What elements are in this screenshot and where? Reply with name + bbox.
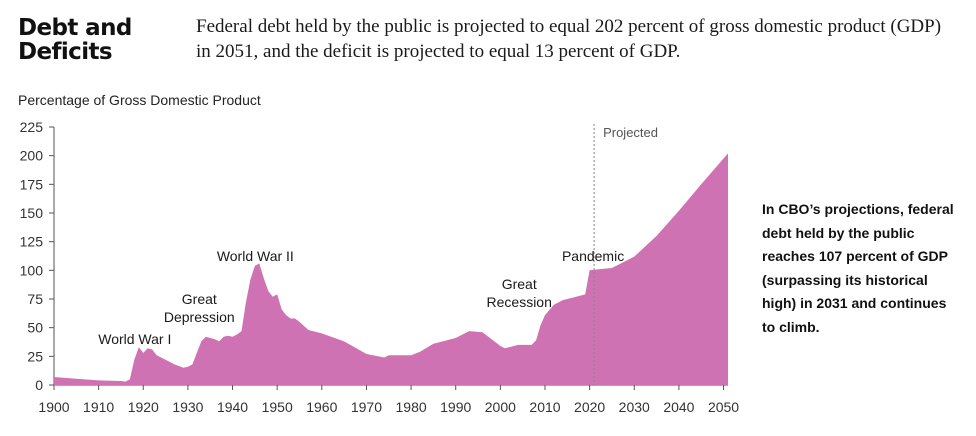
debt-area xyxy=(54,153,728,385)
y-tick-label: 50 xyxy=(27,320,43,336)
x-tick-label: 2050 xyxy=(708,399,739,415)
event-annotations: World War I Great Depression World War II Gr… xyxy=(98,248,624,347)
annotation-label: World War II xyxy=(217,248,294,264)
annotation-label: Great xyxy=(182,291,217,307)
x-tick-label: 1990 xyxy=(440,399,471,415)
x-tick-label: 1900 xyxy=(38,399,69,415)
chart-title: Debt and Deficits xyxy=(18,16,132,64)
x-tick-label: 1910 xyxy=(83,399,114,415)
x-tick-label: 1920 xyxy=(128,399,159,415)
annotation-label: Recession xyxy=(487,294,552,310)
x-tick-label: 2010 xyxy=(529,399,560,415)
y-tick-label: 175 xyxy=(20,176,44,192)
annotation-label: World War I xyxy=(98,331,171,347)
chart-subtitle: Federal debt held by the public is proje… xyxy=(196,16,942,62)
title-line-2: Deficits xyxy=(18,39,113,65)
projection-label: Projected xyxy=(603,125,658,140)
y-tick-label: 150 xyxy=(20,205,44,221)
annotation-label: Pandemic xyxy=(562,248,624,264)
x-tick-label: 2020 xyxy=(574,399,605,415)
x-tick-label: 1940 xyxy=(217,399,248,415)
y-axis-label: Percentage of Gross Domestic Product xyxy=(18,92,261,108)
x-tick-label: 2030 xyxy=(619,399,650,415)
y-tick-label: 0 xyxy=(35,377,43,393)
x-tick-label: 1960 xyxy=(306,399,337,415)
x-tick-label: 2040 xyxy=(663,399,694,415)
annotation-label: Depression xyxy=(164,309,235,325)
y-tick-label: 225 xyxy=(20,119,44,135)
projection-note: In CBO’s projections, federal debt held … xyxy=(762,201,954,335)
x-tick-label: 1980 xyxy=(396,399,427,415)
x-tick-label: 1950 xyxy=(262,399,293,415)
x-tick-label: 1930 xyxy=(172,399,203,415)
x-axis: 1900 1910 1920 1930 1940 1950 1960 1970 1980 1990… xyxy=(38,384,739,415)
y-tick-label: 200 xyxy=(20,148,44,164)
title-line-1: Debt and xyxy=(18,15,132,41)
x-tick-label: 2000 xyxy=(485,399,516,415)
y-tick-label: 75 xyxy=(27,291,43,307)
y-tick-label: 125 xyxy=(20,234,44,250)
x-tick-label: 1970 xyxy=(351,399,382,415)
y-tick-label: 25 xyxy=(27,348,43,364)
annotation-label: Great xyxy=(502,276,537,292)
y-tick-label: 100 xyxy=(20,262,44,278)
y-axis: 0 25 50 75 100 125 150 175 200 225 xyxy=(20,119,55,393)
